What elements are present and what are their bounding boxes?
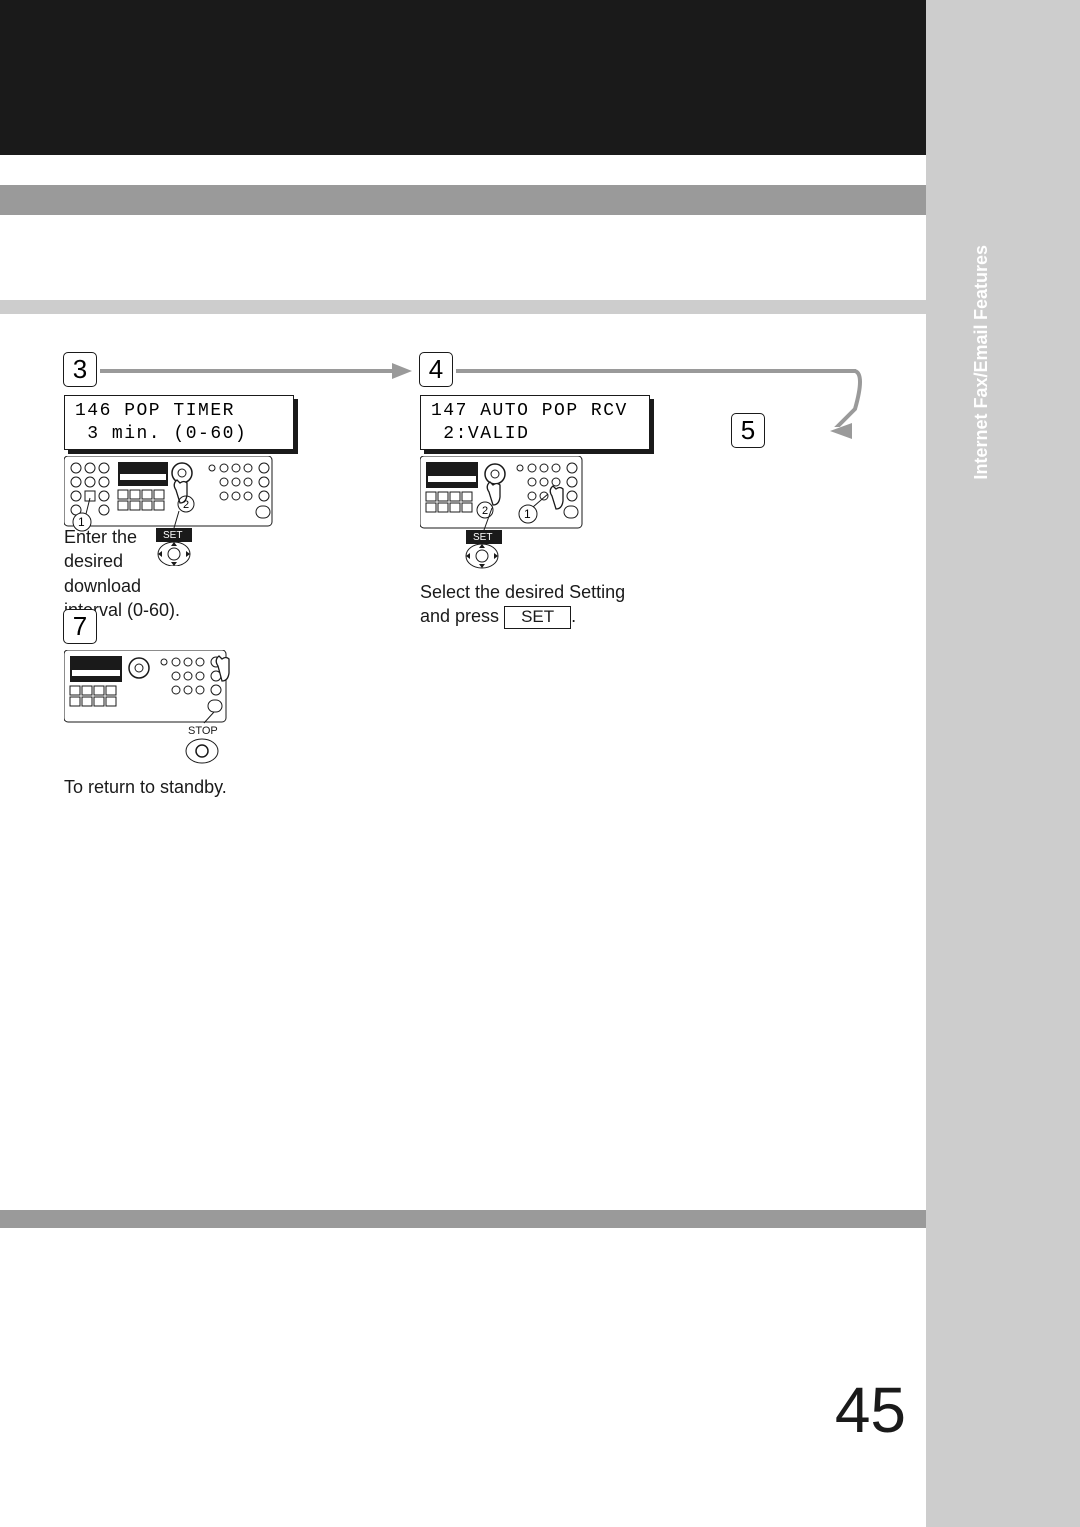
step-4-set-button-inline: SET (504, 606, 571, 628)
step-3-box: 3 (63, 352, 97, 387)
step-4-box: 4 (419, 352, 453, 387)
side-tab-line2: Features (971, 245, 991, 320)
arrow-3-to-4 (392, 363, 412, 379)
header-black-band (0, 0, 926, 155)
step-4-set-label: SET (473, 532, 492, 543)
step-7-caption: To return to standby. (64, 775, 227, 799)
right-margin-column (926, 0, 1080, 1527)
header-light-band (0, 300, 926, 314)
step-4-caption-post: . (571, 606, 576, 626)
step-5-box: 5 (731, 413, 765, 448)
step-4-lcd-line1: 147 AUTO POP RCV (431, 401, 628, 421)
svg-text:2: 2 (183, 499, 189, 511)
step-4-lcd: 147 AUTO POP RCV 2:VALID (420, 395, 650, 450)
step-4-caption: Select the desired Setting and press SET… (420, 580, 700, 629)
step-5-number: 5 (741, 415, 755, 446)
step-7-stop-label: STOP (188, 725, 218, 737)
svg-text:2: 2 (482, 505, 488, 517)
step-7-panel-illustration: STOP (64, 650, 254, 770)
page-number: 45 (835, 1373, 906, 1447)
step-4-number: 4 (429, 354, 443, 385)
step-7-number: 7 (73, 611, 87, 642)
side-tab: Internet Fax/Email Features (971, 245, 992, 480)
flow-line-3-to-4 (100, 369, 392, 373)
footer-grey-bar (0, 1210, 926, 1228)
step-3-lcd-line2: 3 min. (0-60) (75, 424, 247, 444)
step-3-caption: Enter the desired download interval (0-6… (64, 525, 204, 622)
step-3-number: 3 (73, 354, 87, 385)
svg-text:1: 1 (524, 507, 531, 521)
step-7-box: 7 (63, 609, 97, 644)
step-3-lcd: 146 POP TIMER 3 min. (0-60) (64, 395, 294, 450)
step-3-lcd-line1: 146 POP TIMER (75, 401, 235, 421)
step-4-panel-illustration: 2 1 SET (420, 456, 600, 571)
side-tab-line1: Internet Fax/Email (971, 325, 991, 480)
header-grey-band (0, 185, 926, 215)
step-4-lcd-line2: 2:VALID (431, 424, 529, 444)
